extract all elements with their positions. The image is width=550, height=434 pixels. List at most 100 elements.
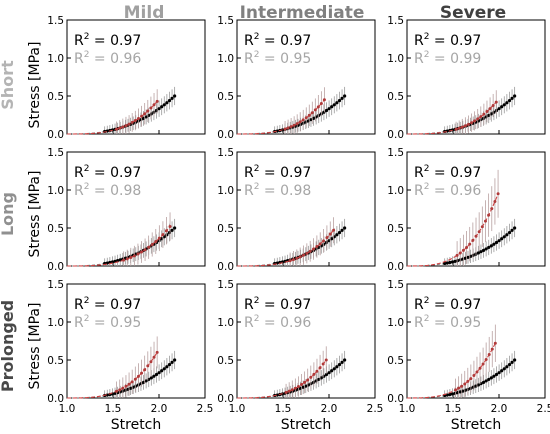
condition-point (310, 111, 314, 115)
y-tick-label: 1.5 (217, 15, 234, 27)
condition-point (115, 127, 119, 131)
condition-point (168, 224, 172, 228)
condition-point (487, 213, 491, 217)
condition-point (460, 125, 464, 129)
x-tick-label: 1.0 (229, 403, 246, 415)
condition-point (292, 123, 296, 127)
condition-point (149, 106, 153, 110)
condition-point (480, 225, 484, 229)
condition-point (118, 388, 122, 392)
y-tick-label: 0.5 (387, 355, 404, 367)
y-axis-label-short: Stress [MPa] (27, 42, 43, 129)
condition-point (496, 192, 500, 196)
r2-reference-annotation: R2 = 0.97 (74, 296, 141, 313)
x-tick-label: 2.0 (321, 403, 338, 415)
reference-point (453, 259, 457, 263)
y-tick-label: 1.5 (47, 279, 64, 291)
condition-fit-line (407, 343, 496, 399)
condition-point (164, 229, 168, 233)
y-tick-label: 0.0 (217, 393, 234, 405)
reference-point (157, 371, 161, 375)
condition-point (458, 251, 462, 255)
r2-condition-annotation: R2 = 0.95 (74, 314, 141, 331)
column-title-mild: Mild (124, 3, 165, 23)
reference-point (167, 362, 172, 367)
reference-point (167, 98, 172, 103)
reference-point (494, 240, 499, 245)
condition-point (490, 347, 494, 351)
r2-reference-annotation: R2 = 0.97 (414, 296, 481, 313)
condition-point (318, 366, 322, 370)
reference-point (337, 362, 342, 367)
reference-point (484, 379, 488, 383)
condition-point (319, 101, 323, 105)
condition-point (465, 245, 469, 249)
condition-point (494, 100, 498, 104)
r2-condition-annotation: R2 = 0.99 (414, 50, 481, 67)
condition-point (315, 369, 319, 373)
condition-point (122, 258, 126, 262)
condition-point (455, 253, 459, 257)
reference-point (500, 237, 504, 241)
reference-point (319, 376, 323, 380)
reference-point (502, 367, 506, 371)
reference-point (507, 362, 512, 367)
condition-point (298, 120, 302, 124)
condition-point (315, 245, 319, 249)
condition-point (307, 113, 311, 117)
x-axis-label-severe: Stretch (451, 417, 502, 433)
reference-point (162, 103, 166, 107)
condition-point (286, 126, 290, 130)
condition-point (127, 382, 131, 386)
y-tick-label: 1.5 (387, 15, 404, 27)
reference-point (327, 371, 331, 375)
reference-point (466, 255, 470, 259)
condition-point (140, 371, 144, 375)
reference-point (144, 115, 148, 119)
condition-point (483, 219, 487, 223)
condition-point (490, 207, 494, 211)
condition-point (143, 248, 147, 252)
reference-point (479, 250, 483, 254)
condition-point (296, 384, 300, 388)
y-tick-label: 0.0 (47, 129, 64, 141)
plot-frame (406, 283, 546, 399)
reference-point (335, 365, 339, 369)
reference-point (335, 101, 339, 105)
reference-point (450, 392, 455, 396)
condition-point (312, 247, 316, 251)
reference-point (492, 374, 496, 378)
condition-point (124, 124, 128, 128)
reference-point (311, 116, 316, 120)
condition-point (493, 341, 497, 345)
condition-point (127, 122, 131, 126)
reference-point (500, 369, 504, 373)
reference-point (144, 379, 148, 383)
reference-point (458, 390, 462, 394)
x-tick-label: 1.5 (275, 403, 292, 415)
reference-point (335, 233, 339, 237)
condition-point (298, 255, 302, 259)
reference-point (332, 367, 336, 371)
reference-point (487, 245, 491, 250)
reference-point (510, 228, 514, 232)
condition-point (485, 110, 489, 114)
reference-point (173, 226, 177, 230)
condition-point (332, 228, 336, 232)
reference-point (487, 377, 491, 382)
condition-point (290, 388, 294, 392)
reference-fit-line (406, 95, 515, 135)
condition-point (463, 124, 467, 128)
x-tick-label: 1.0 (59, 403, 76, 415)
reference-point (489, 244, 493, 248)
reference-point (492, 242, 496, 246)
y-tick-label: 0.0 (387, 129, 404, 141)
condition-point (147, 245, 151, 249)
reference-point (154, 108, 159, 113)
r2-condition-annotation: R2 = 0.96 (74, 50, 141, 67)
reference-point (507, 230, 512, 235)
reference-fit-line (236, 227, 345, 267)
